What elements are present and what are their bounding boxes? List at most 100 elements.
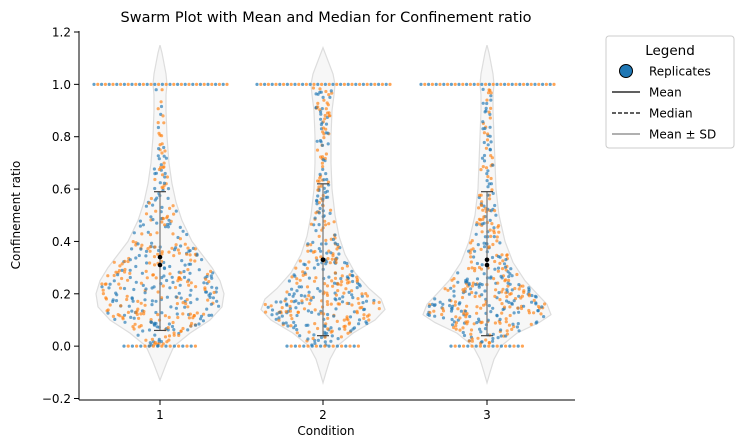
swarm-point <box>217 304 221 308</box>
swarm-point <box>467 339 471 343</box>
swarm-point <box>106 308 110 312</box>
swarm-point <box>122 286 127 291</box>
swarm-point <box>112 273 116 278</box>
swarm-point-floor <box>491 344 495 348</box>
swarm-point-floor <box>520 344 525 348</box>
swarm-point <box>118 286 123 290</box>
swarm-point <box>319 249 323 253</box>
swarm-point <box>329 208 333 212</box>
swarm-point <box>332 220 336 224</box>
swarm-point-floor <box>289 344 293 348</box>
swarm-point <box>325 177 329 182</box>
swarm-point-ceiling <box>480 82 484 86</box>
swarm-point <box>139 301 143 305</box>
swarm-point <box>295 313 299 318</box>
swarm-point <box>504 278 508 282</box>
swarm-point <box>465 322 469 326</box>
swarm-point <box>452 289 456 293</box>
swarm-point <box>322 98 326 102</box>
swarm-point-ceiling <box>111 82 115 86</box>
swarm-point-ceiling <box>427 82 431 86</box>
swarm-point <box>309 249 313 253</box>
swarm-point <box>141 283 145 287</box>
swarm-point <box>504 291 508 295</box>
swarm-point <box>318 176 322 180</box>
swarm-point <box>306 337 310 341</box>
swarm-point <box>167 334 172 338</box>
swarm-point <box>144 212 149 216</box>
swarm-point <box>508 272 512 276</box>
swarm-point-ceiling <box>183 82 187 86</box>
swarm-point <box>519 306 524 311</box>
swarm-point <box>125 294 129 298</box>
swarm-point <box>172 328 176 332</box>
swarm-point <box>432 309 436 313</box>
swarm-point <box>150 303 154 307</box>
swarm-point-floor <box>177 344 181 348</box>
median-marker-condition-3 <box>484 262 490 268</box>
swarm-point <box>515 325 520 329</box>
swarm-point <box>166 326 170 330</box>
swarm-point-ceiling <box>335 82 339 86</box>
swarm-point <box>336 281 340 286</box>
swarm-point <box>311 250 315 254</box>
swarm-point <box>482 272 486 276</box>
swarm-point <box>314 92 318 96</box>
swarm-point <box>496 281 500 285</box>
swarm-point <box>330 257 334 261</box>
swarm-point <box>480 230 484 234</box>
swarm-point <box>130 296 134 300</box>
swarm-point <box>508 282 512 286</box>
swarm-point <box>335 247 339 251</box>
swarm-point <box>486 169 490 173</box>
swarm-point <box>507 300 511 304</box>
swarm-point <box>484 166 489 170</box>
legend-label-replicates: Replicates <box>649 65 711 79</box>
swarm-point <box>352 310 356 314</box>
swarm-point <box>475 305 479 309</box>
swarm-point <box>140 243 144 247</box>
swarm-point <box>159 112 163 116</box>
swarm-point <box>180 259 184 263</box>
swarm-point <box>311 86 315 90</box>
swarm-point-ceiling <box>525 82 530 86</box>
swarm-point <box>505 332 510 336</box>
swarm-point <box>489 106 493 110</box>
swarm-point-floor <box>139 344 143 348</box>
swarm-point <box>469 255 473 259</box>
swarm-point <box>498 317 502 321</box>
swarm-point <box>326 180 331 184</box>
swarm-point-floor <box>293 344 297 348</box>
swarm-point <box>303 263 307 267</box>
swarm-point <box>173 285 178 290</box>
swarm-point <box>488 197 492 201</box>
swarm-point <box>209 269 213 273</box>
swarm-point <box>360 292 364 296</box>
swarm-point <box>143 291 147 295</box>
swarm-point <box>500 253 504 257</box>
swarm-point-ceiling <box>297 82 301 86</box>
swarm-point <box>159 163 163 167</box>
swarm-point <box>312 333 316 337</box>
swarm-point <box>481 87 485 91</box>
swarm-point <box>322 136 326 140</box>
swarm-point <box>491 163 495 167</box>
legend-label-median: Median <box>649 107 693 121</box>
swarm-point <box>166 196 170 200</box>
swarm-point <box>194 285 198 289</box>
swarm-point-ceiling <box>304 82 308 86</box>
swarm-point-ceiling <box>198 82 202 86</box>
swarm-point <box>153 186 157 191</box>
swarm-point <box>319 117 323 121</box>
swarm-point <box>487 110 491 114</box>
swarm-point <box>285 290 289 294</box>
swarm-point <box>160 142 164 146</box>
swarm-point <box>150 299 154 303</box>
swarm-point <box>320 161 324 165</box>
swarm-point-floor <box>512 344 516 348</box>
swarm-point <box>314 211 318 215</box>
swarm-point <box>343 327 347 331</box>
swarm-point <box>319 110 323 114</box>
swarm-point <box>520 294 525 298</box>
swarm-point <box>134 310 138 315</box>
